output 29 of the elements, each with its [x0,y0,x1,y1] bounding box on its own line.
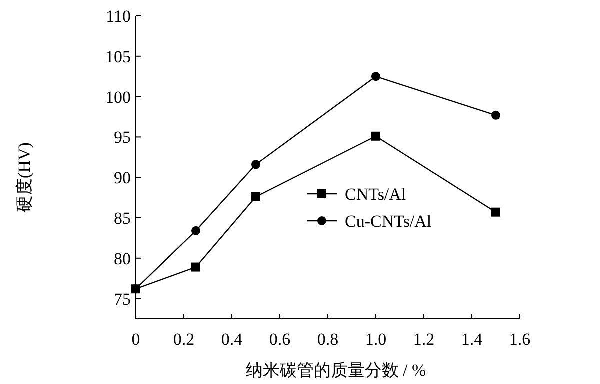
point [252,160,260,170]
y-axis-title: 硬度(HV) [15,142,34,212]
y-tick-label: 80 [114,249,131,268]
x-tick-label: 1.2 [413,330,435,349]
point [372,72,380,82]
point [492,208,500,217]
point [252,192,260,202]
y-tick-label: 85 [114,209,131,228]
y-tick-label: 105 [106,47,131,66]
point [192,262,200,272]
y-tick-label: 90 [114,168,131,188]
x-tick-label: 1.0 [365,330,387,349]
y-tick-label: 100 [106,88,131,107]
point [492,110,500,120]
x-tick-label: 0 [132,330,140,349]
x-tick-label: 0.2 [173,330,195,349]
y-tick-label: 75 [114,290,131,309]
legend-label: Cu-CNTs/Al [345,212,432,231]
x-tick-label: 0.6 [269,330,291,349]
x-tick-label: 1.4 [461,330,484,349]
x-tick-label: 0.4 [221,330,244,349]
x-tick-label: 1.6 [509,330,531,349]
y-tick-label: 110 [106,7,131,26]
legend-label: CNTs/Al [345,185,406,204]
y-tick-label: 95 [114,128,131,148]
x-tick-label: 0.8 [317,330,339,349]
x-axis-title: 纳米碳管的质量分数 / % [246,361,426,380]
point [192,226,200,236]
point [372,132,380,141]
